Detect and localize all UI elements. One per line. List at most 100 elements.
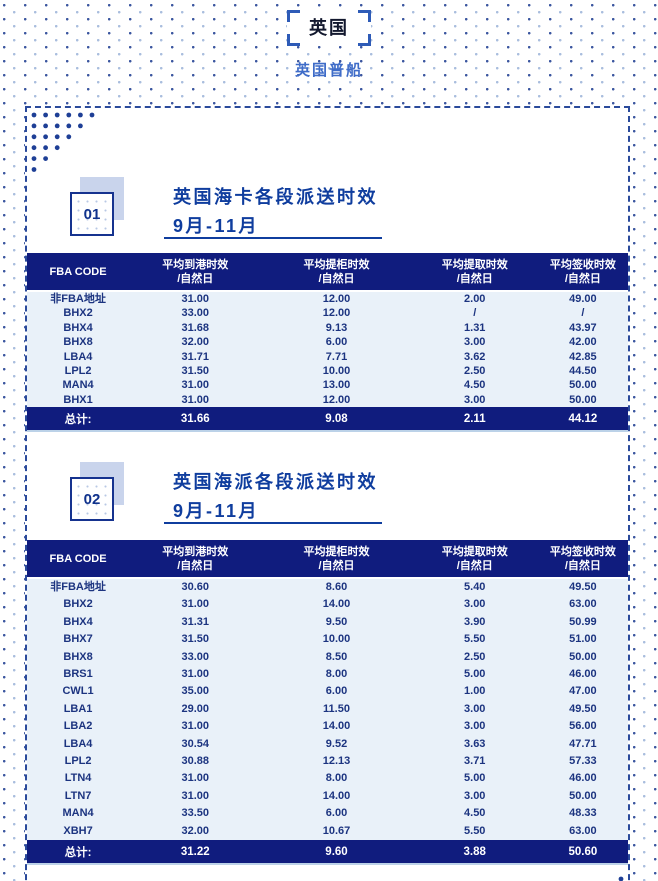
value-cell: 44.50 bbox=[537, 364, 628, 379]
total-row: 总计: 31.66 9.08 2.11 44.12 bbox=[27, 407, 628, 433]
value-cell: 8.00 bbox=[261, 666, 412, 684]
column-header-metric: 平均签收时效/自然日 bbox=[537, 540, 628, 579]
column-header-metric: 平均到港时效/自然日 bbox=[129, 540, 262, 579]
value-cell: 50.99 bbox=[537, 613, 628, 632]
value-cell: 57.33 bbox=[537, 753, 628, 771]
page-header: 英国 bbox=[0, 10, 658, 46]
fba-code-cell: 非FBA地址 bbox=[27, 291, 130, 307]
table-row: LTN4 31.00 8.00 5.00 46.00 bbox=[27, 770, 628, 788]
fba-code-cell: MAN4 bbox=[27, 805, 130, 823]
fba-code-cell: XBH7 bbox=[27, 822, 130, 841]
value-cell: 5.50 bbox=[411, 822, 538, 841]
value-cell: 31.50 bbox=[129, 631, 262, 649]
table-row: LTN7 31.00 14.00 3.00 50.00 bbox=[27, 787, 628, 806]
fba-code-cell: BRS1 bbox=[27, 666, 130, 684]
table-body: 非FBA地址 31.00 12.00 2.00 49.00 BHX2 33.00 12.00/… bbox=[27, 291, 628, 408]
total-value-cell: 3.88 bbox=[411, 840, 538, 866]
table-row: 非FBA地址 31.00 12.00 2.00 49.00 bbox=[27, 291, 628, 307]
value-cell: 12.00 bbox=[261, 306, 412, 321]
value-cell: 8.60 bbox=[261, 578, 412, 597]
value-cell: 31.50 bbox=[129, 364, 262, 379]
fba-code-cell: BHX4 bbox=[27, 320, 130, 336]
total-row: 总计: 31.22 9.60 3.88 50.60 bbox=[27, 840, 628, 866]
value-cell: 31.00 bbox=[129, 291, 262, 307]
column-header-fba-code: FBA CODE bbox=[27, 540, 130, 579]
table-row: XBH7 32.00 10.67 5.50 63.00 bbox=[27, 822, 628, 841]
fba-code-cell: LPL2 bbox=[27, 753, 130, 771]
table-footer: 总计: 31.66 9.08 2.11 44.12 bbox=[27, 407, 628, 433]
value-cell: 3.00 bbox=[411, 596, 538, 614]
fba-code-cell: BHX4 bbox=[27, 613, 130, 632]
total-value-cell: 50.60 bbox=[537, 840, 628, 866]
fba-code-cell: BHX7 bbox=[27, 631, 130, 649]
fba-code-cell: LBA2 bbox=[27, 718, 130, 736]
value-cell: 32.00 bbox=[129, 335, 262, 350]
value-cell: 31.68 bbox=[129, 320, 262, 336]
value-cell: 63.00 bbox=[537, 822, 628, 841]
table-header: FBA CODE 平均到港时效/自然日 平均提柜时效/自然日 平均提取时效/自然日 平均… bbox=[27, 540, 628, 579]
value-cell: 6.00 bbox=[261, 805, 412, 823]
value-cell: 31.00 bbox=[129, 787, 262, 806]
value-cell: 2.00 bbox=[411, 291, 538, 307]
value-cell: 2.50 bbox=[411, 364, 538, 379]
value-cell: 29.00 bbox=[129, 700, 262, 719]
value-cell: 6.00 bbox=[261, 683, 412, 701]
delivery-table-sea-truck: FBA CODE 平均到港时效/自然日 平均提柜时效/自然日 平均提取时效/自然日 平均… bbox=[27, 253, 628, 433]
table-row: CWL1 35.00 6.00 1.00 47.00 bbox=[27, 683, 628, 701]
dot-triangle-decoration bbox=[31, 112, 95, 172]
total-value-cell: 9.08 bbox=[261, 407, 412, 433]
fba-code-cell: LBA4 bbox=[27, 349, 130, 365]
value-cell: 3.63 bbox=[411, 735, 538, 754]
section-number-badge: 02 bbox=[70, 477, 114, 521]
table-body: 非FBA地址 30.60 8.60 5.40 49.50 BHX2 31.00 14.00 3.… bbox=[27, 578, 628, 841]
table-header: FBA CODE 平均到港时效/自然日 平均提柜时效/自然日 平均提取时效/自然日 平均… bbox=[27, 253, 628, 292]
delivery-table-sea-dispatch: FBA CODE 平均到港时效/自然日 平均提柜时效/自然日 平均提取时效/自然日 平均… bbox=[27, 540, 628, 866]
value-cell: 31.00 bbox=[129, 770, 262, 788]
value-cell: 49.00 bbox=[537, 291, 628, 307]
value-cell: 47.71 bbox=[537, 735, 628, 754]
value-cell: 14.00 bbox=[261, 787, 412, 806]
value-cell: / bbox=[537, 306, 628, 321]
value-cell: 12.00 bbox=[261, 392, 412, 408]
fba-code-cell: 非FBA地址 bbox=[27, 578, 130, 597]
table-row: MAN4 33.50 6.00 4.50 48.33 bbox=[27, 805, 628, 823]
value-cell: 31.00 bbox=[129, 596, 262, 614]
fba-code-cell: BHX2 bbox=[27, 596, 130, 614]
column-header-fba-code: FBA CODE bbox=[27, 253, 130, 292]
value-cell: 30.88 bbox=[129, 753, 262, 771]
section-period-text: 9月-11月 bbox=[173, 501, 260, 521]
value-cell: 5.00 bbox=[411, 666, 538, 684]
value-cell: 3.00 bbox=[411, 787, 538, 806]
frame-corner-icon bbox=[287, 34, 300, 46]
frame-corner-icon bbox=[358, 34, 371, 46]
table-header-row: FBA CODE 平均到港时效/自然日 平均提柜时效/自然日 平均提取时效/自然日 平均… bbox=[27, 540, 628, 579]
value-cell: 46.00 bbox=[537, 666, 628, 684]
dot-triangle-decoration bbox=[618, 876, 624, 881]
value-cell: 31.31 bbox=[129, 613, 262, 632]
fba-code-cell: LBA4 bbox=[27, 735, 130, 754]
value-cell: 4.50 bbox=[411, 378, 538, 393]
title-underline bbox=[164, 237, 382, 239]
value-cell: 31.00 bbox=[129, 666, 262, 684]
total-value-cell: 44.12 bbox=[537, 407, 628, 433]
value-cell: 3.00 bbox=[411, 392, 538, 408]
value-cell: 1.31 bbox=[411, 320, 538, 336]
value-cell: 32.00 bbox=[129, 822, 262, 841]
value-cell: 63.00 bbox=[537, 596, 628, 614]
value-cell: 4.50 bbox=[411, 805, 538, 823]
table-row: BHX2 33.00 12.00// bbox=[27, 306, 628, 321]
value-cell: 50.00 bbox=[537, 787, 628, 806]
total-value-cell: 2.11 bbox=[411, 407, 538, 433]
value-cell: 30.60 bbox=[129, 578, 262, 597]
value-cell: 3.90 bbox=[411, 613, 538, 632]
table-row: BHX4 31.31 9.50 3.90 50.99 bbox=[27, 613, 628, 632]
value-cell: 3.62 bbox=[411, 349, 538, 365]
value-cell: 1.00 bbox=[411, 683, 538, 701]
value-cell: 50.00 bbox=[537, 648, 628, 667]
value-cell: 12.00 bbox=[261, 291, 412, 307]
value-cell: 10.00 bbox=[261, 364, 412, 379]
value-cell: 43.97 bbox=[537, 320, 628, 336]
table-row: LBA4 31.71 7.71 3.62 42.85 bbox=[27, 349, 628, 365]
total-value-cell: 31.66 bbox=[129, 407, 262, 433]
value-cell: 48.33 bbox=[537, 805, 628, 823]
